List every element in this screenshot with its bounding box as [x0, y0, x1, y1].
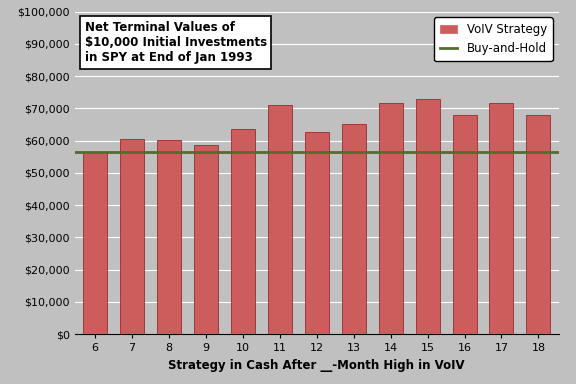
X-axis label: Strategy in Cash After __-Month High in VoIV: Strategy in Cash After __-Month High in … [169, 359, 465, 372]
Bar [194, 146, 218, 334]
Text: Net Terminal Values of
$10,000 Initial Investments
in SPY at End of Jan 1993: Net Terminal Values of $10,000 Initial I… [85, 21, 267, 64]
Bar [453, 115, 476, 334]
Bar [157, 139, 181, 334]
Bar [83, 152, 107, 334]
Legend: VoIV Strategy, Buy-and-Hold: VoIV Strategy, Buy-and-Hold [434, 17, 553, 61]
Bar [490, 103, 513, 334]
Bar [416, 99, 439, 334]
Bar [526, 115, 551, 334]
Bar [231, 129, 255, 334]
Bar [120, 139, 144, 334]
Bar [342, 124, 366, 334]
Bar [305, 131, 329, 334]
Bar [378, 103, 403, 334]
Bar [268, 105, 292, 334]
